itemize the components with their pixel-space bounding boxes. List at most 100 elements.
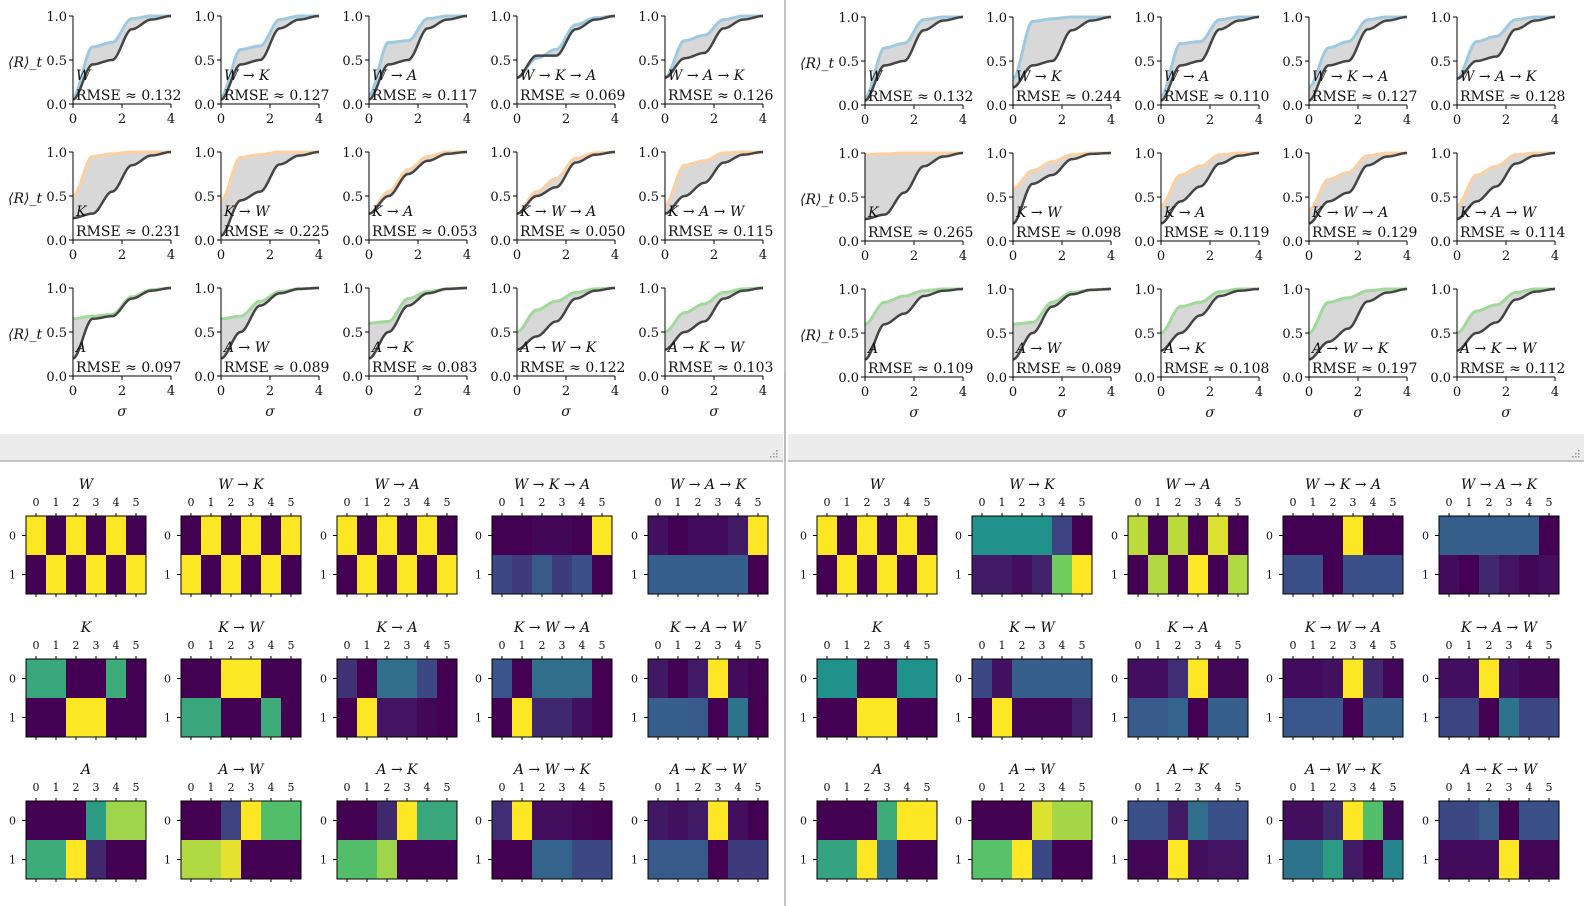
grip-dot (776, 456, 778, 458)
x-tick-label: 3 (248, 496, 255, 509)
rmse-label: RMSE ≈ 0.097 (76, 360, 181, 376)
y-tick-label: 0.0 (838, 99, 859, 114)
heatmap-cell (377, 801, 398, 841)
x-tick-label: 2 (266, 248, 274, 263)
y-tick-label: 0 (1266, 815, 1273, 828)
y-tick-label: 1 (164, 569, 171, 582)
y-tick-label: 0.0 (490, 234, 511, 249)
heatmap-cell (397, 698, 418, 738)
x-tick-label: 2 (539, 639, 546, 652)
x-tick-label: 3 (1506, 639, 1513, 652)
y-tick-label: 1 (1422, 712, 1429, 725)
x-tick-label: 1 (519, 496, 526, 509)
heatmap-cell (648, 659, 669, 699)
panel-title: K (867, 205, 880, 221)
x-tick-label: 4 (315, 112, 323, 127)
heatmap-cell (281, 698, 302, 738)
x-tick-label: 1 (364, 639, 371, 652)
heatmap-cell (1499, 840, 1520, 880)
gap-fill-area (221, 152, 319, 236)
heatmap-cell (1439, 516, 1460, 556)
heatmap-panel: K → A0 1 2 3 4 501 (1111, 620, 1249, 740)
x-tick-label: 3 (404, 639, 411, 652)
heatmap-cell (972, 516, 993, 556)
heatmap-cell (592, 698, 613, 738)
heatmap-cell (972, 698, 993, 738)
heatmap-frame (647, 658, 769, 738)
heatmap-cell (1499, 698, 1520, 738)
x-tick-label: 4 (1107, 113, 1115, 128)
heatmap-cell (26, 659, 47, 699)
target-series-line (664, 286, 764, 334)
heatmap-cell (1499, 801, 1520, 841)
y-tick-label: 1 (1111, 854, 1118, 867)
heatmap-cell (337, 840, 358, 880)
heatmap-cell (972, 659, 993, 699)
x-tick-label: 0 (1453, 249, 1461, 264)
resize-grip-icon (770, 450, 778, 458)
heatmap-cell (1539, 840, 1560, 880)
y-tick-label: 0.5 (838, 327, 859, 342)
y-tick-label: 0.5 (342, 54, 363, 69)
rmse-label: RMSE ≈ 0.119 (1164, 225, 1269, 241)
x-tick-label: 5 (1390, 781, 1397, 794)
heatmap-cell (337, 516, 358, 556)
heatmap-cell (241, 801, 262, 841)
heatmap-cell (668, 555, 689, 595)
heatmap-panel: W → K0 1 2 3 4 501 (164, 477, 302, 597)
heatmap-cell (66, 659, 87, 699)
gap-fill-area (1013, 289, 1111, 360)
heatmap-cell (1052, 516, 1073, 556)
x-tick-label: 0 (861, 249, 869, 264)
heatmap-cell (337, 698, 358, 738)
heatmap-cell (126, 659, 147, 699)
heatmap-cell (668, 840, 689, 880)
model-series-line (72, 150, 172, 220)
heatmap-cell (897, 555, 918, 595)
heatmap-cell (126, 698, 147, 738)
x-tick-label: 0 (217, 112, 225, 127)
x-tick-label: 0 (824, 496, 831, 509)
x-tick-label: 0 (1453, 113, 1461, 128)
heatmap-cell (1228, 516, 1249, 556)
heatmap-cell (1383, 555, 1404, 595)
heatmap-frame (816, 515, 938, 595)
y-tick-label: 0 (164, 530, 171, 543)
heatmap-cell (26, 555, 47, 595)
y-tick-label: 0.0 (46, 370, 67, 385)
heatmap-cell (241, 698, 262, 738)
y-axis-label: ⟨R⟩_t (800, 328, 834, 344)
heatmap-cell (992, 659, 1013, 699)
heatmap-cell (437, 698, 458, 738)
x-tick-label: 0 (1009, 249, 1017, 264)
heatmap-cell (1208, 516, 1229, 556)
y-tick-label: 0.0 (1134, 235, 1155, 250)
y-tick-label: 1.0 (1430, 283, 1451, 298)
rmse-label: RMSE ≈ 0.089 (1016, 361, 1121, 377)
model-series-line (1012, 287, 1112, 361)
heatmap-cell (397, 840, 418, 880)
grip-dot (1578, 453, 1580, 455)
model-series-line (1308, 287, 1408, 361)
heatmap-cell (917, 840, 938, 880)
y-tick-label: 1.0 (638, 146, 659, 161)
x-tick-label: 0 (217, 248, 225, 263)
heatmap-frame (336, 515, 458, 595)
heatmap-cell (532, 840, 553, 880)
line-panel: 0.0 0.5 1.0 0 2 4 A RMSE ≈ 0.097 σ (46, 282, 181, 420)
x-tick-label: 1 (999, 496, 1006, 509)
heatmap-cell (1363, 555, 1384, 595)
heatmap-cell (837, 698, 858, 738)
heatmap-cell (181, 698, 202, 738)
x-tick-label: 2 (73, 639, 80, 652)
heatmap-cell (1479, 555, 1500, 595)
x-tick-label: 4 (611, 384, 619, 399)
heatmap-cell (357, 840, 378, 880)
x-tick-label: 2 (414, 384, 422, 399)
model-series-line (368, 286, 468, 360)
x-tick-label: 0 (1305, 385, 1313, 400)
heatmap-cell (201, 659, 222, 699)
heatmap-cell (708, 555, 729, 595)
x-tick-label: 2 (1058, 113, 1066, 128)
target-series-line (1456, 287, 1555, 335)
